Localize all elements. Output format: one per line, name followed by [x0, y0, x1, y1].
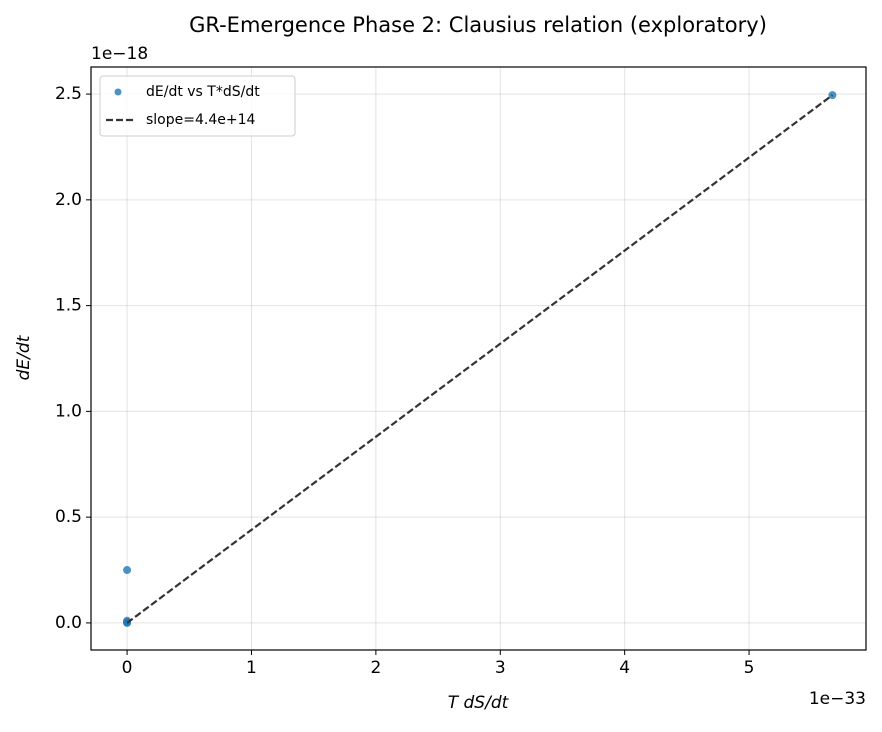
- legend-box: [99, 75, 296, 137]
- x-offset-label: 1e−33: [809, 689, 866, 709]
- y-offset-label: 1e−18: [91, 44, 148, 64]
- fit-line: [126, 94, 834, 624]
- y-tick-label: 1.5: [55, 296, 82, 316]
- y-tick-label: 2.0: [55, 190, 82, 210]
- plot-frame: [90, 66, 867, 651]
- scatter-point: [828, 91, 837, 100]
- chart-title: GR-Emergence Phase 2: Clausius relation …: [189, 13, 767, 37]
- x-tick-label: 1: [246, 658, 257, 678]
- legend-label: dE/dt vs T*dS/dt: [146, 84, 260, 100]
- legend-marker: [114, 88, 122, 96]
- y-tick-label: 1.0: [55, 401, 82, 421]
- x-axis-label: T dS/dt: [448, 693, 510, 713]
- x-tick-label: 0: [122, 658, 133, 678]
- x-tick-label: 3: [495, 658, 506, 678]
- y-tick-label: 2.5: [55, 84, 82, 104]
- x-tick-label: 5: [744, 658, 755, 678]
- y-axis-label: dE/dt: [14, 334, 34, 380]
- legend-label: slope=4.4e+14: [146, 112, 255, 128]
- x-tick-label: 4: [619, 658, 630, 678]
- x-tick-label: 2: [370, 658, 381, 678]
- y-tick-label: 0.5: [55, 507, 82, 527]
- scatter-point: [123, 566, 132, 575]
- scatter-point: [123, 616, 132, 625]
- y-tick-label: 0.0: [55, 613, 82, 633]
